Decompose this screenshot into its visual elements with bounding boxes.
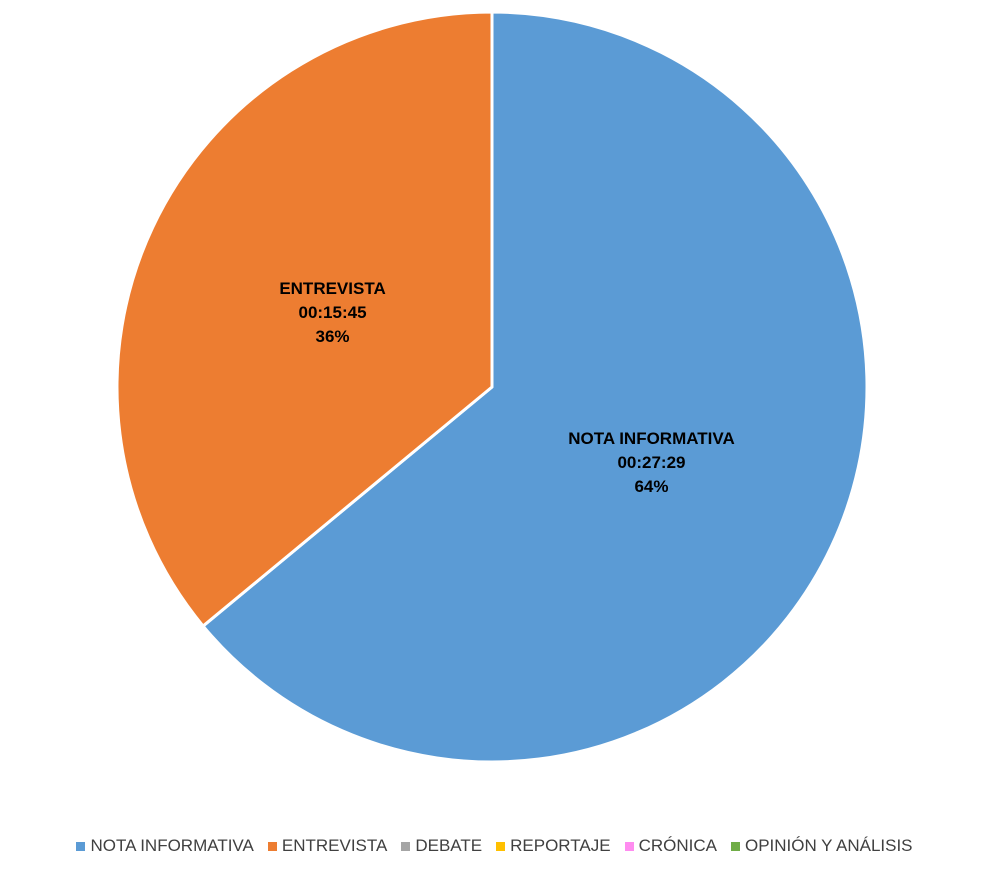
legend-label: DEBATE (415, 836, 483, 855)
legend-swatch (730, 841, 740, 851)
legend-swatch (401, 841, 411, 851)
legend-label: ENTREVISTA (281, 836, 388, 855)
legend-label: OPINIÓN Y ANÁLISIS (744, 836, 913, 855)
legend-item-reportaje: REPORTAJE (496, 836, 611, 856)
legend-label: NOTA INFORMATIVA (90, 836, 254, 855)
legend-swatch (496, 841, 506, 851)
legend-swatch (267, 841, 277, 851)
legend-label: CRÓNICA (638, 836, 717, 855)
legend-swatch (624, 841, 634, 851)
legend-item-debate: DEBATE (401, 836, 482, 856)
legend-swatch (76, 841, 86, 851)
legend-item-entrevista: ENTREVISTA (267, 836, 388, 856)
legend-label: REPORTAJE (510, 836, 611, 855)
pie-slice-entrevista (115, 10, 494, 628)
legend-item-cronica: CRÓNICA (624, 836, 717, 856)
data-label-entrevista: ENTREVISTA 00:15:45 36% (279, 279, 385, 346)
data-label-nota-informativa: NOTA INFORMATIVA 00:27:29 64% (568, 429, 735, 496)
legend-item-nota-informativa: NOTA INFORMATIVA (76, 836, 254, 856)
pie-slice-nota-informativa (201, 10, 869, 764)
legend-item-opinion-y-analisis: OPINIÓN Y ANÁLISIS (730, 836, 913, 856)
legend: NOTA INFORMATIVA ENTREVISTA DEBATE REPOR… (0, 836, 989, 856)
